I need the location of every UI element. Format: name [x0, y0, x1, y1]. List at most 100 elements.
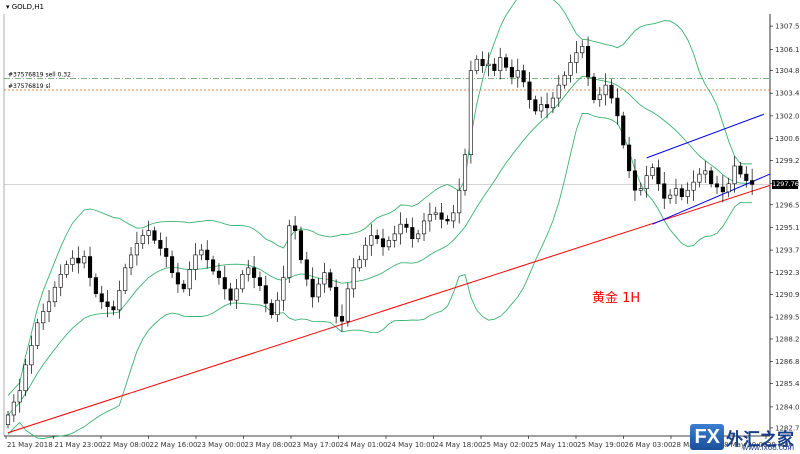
candle-body — [5, 414, 11, 425]
candle-body — [240, 274, 245, 290]
candle-body — [638, 188, 643, 191]
x-tick-label: 24 May 18:00 — [435, 441, 483, 449]
x-tick-label: 22 May 08:00 — [102, 441, 150, 449]
candle-body — [193, 254, 198, 270]
candle-body — [257, 277, 263, 286]
candle-body — [322, 272, 327, 285]
candle-body — [111, 306, 116, 311]
candle-body — [609, 84, 614, 99]
candle-body — [351, 267, 356, 290]
y-tick-label: 1300.60 — [775, 135, 800, 143]
candle-body — [421, 220, 427, 235]
y-tick-label: 1292.30 — [775, 269, 800, 277]
candle-body — [574, 52, 579, 63]
candle-body — [433, 212, 438, 215]
candle-body — [134, 243, 139, 256]
candle-body — [375, 235, 380, 240]
candle-body — [738, 165, 743, 175]
candle-body — [298, 230, 304, 261]
candle-body — [486, 63, 491, 67]
candle-body — [304, 259, 309, 280]
x-tick-label: 22 May 16:00 — [150, 441, 198, 449]
candle-body — [275, 299, 280, 316]
x-tick-label: 28 May 20:00 — [720, 441, 768, 449]
price-axis: 1307.55 1306.10 1304.80 1303.40 1302.00 1300.… — [770, 23, 800, 432]
candle-body — [263, 285, 268, 304]
candle-body — [228, 288, 233, 301]
candle-body — [175, 272, 180, 285]
candle-body — [29, 345, 34, 366]
x-tick-label: 21 May 23:00 — [55, 441, 103, 449]
symbol-title: ▾ GOLD,H1 — [6, 3, 44, 11]
candle-body — [328, 272, 333, 288]
candle-body — [281, 277, 286, 301]
candle-body — [23, 364, 28, 392]
candle-body — [615, 97, 620, 117]
candle-body — [369, 235, 374, 246]
candle-body — [252, 267, 257, 278]
candle-body — [603, 84, 608, 96]
candle-body — [99, 293, 104, 303]
candle-body — [457, 189, 462, 214]
y-tick-label: 1302.00 — [775, 112, 800, 120]
candle-body — [11, 401, 16, 416]
candle-body — [714, 183, 720, 188]
candle-body — [123, 267, 128, 291]
y-tick-label: 1284.00 — [775, 403, 800, 411]
order-line-label: #37576819 sl — [8, 83, 51, 90]
candle-body — [293, 225, 298, 231]
candle-body — [632, 170, 638, 191]
candle-body — [627, 144, 632, 172]
x-tick-label: 26 May 03:00 — [625, 441, 673, 449]
candle-body — [87, 256, 93, 278]
x-tick-label: 25 May 11:00 — [530, 441, 578, 449]
candle-body — [668, 194, 673, 199]
candle-body — [621, 115, 626, 146]
candle-body — [709, 170, 714, 185]
candle-body — [503, 57, 509, 68]
plot-background — [4, 14, 770, 436]
candle-body — [140, 235, 145, 244]
candle-body — [187, 269, 192, 290]
candle-body — [410, 227, 415, 240]
candle-body — [468, 70, 473, 155]
y-tick-label: 1286.80 — [775, 358, 800, 366]
candle-body — [586, 46, 591, 78]
y-tick-label: 1285.45 — [775, 380, 800, 388]
y-tick-label: 1304.80 — [775, 67, 800, 75]
candle-body — [515, 70, 520, 78]
candle-body — [656, 167, 661, 185]
candle-body — [439, 212, 444, 220]
x-tick-label: 24 May 01:00 — [340, 441, 388, 449]
x-tick-label: 25 May 19:00 — [577, 441, 625, 449]
candle-body — [451, 212, 456, 222]
candle-body — [562, 75, 567, 86]
x-tick-label: 24 May 10:00 — [387, 441, 435, 449]
candle-body — [46, 301, 52, 312]
candle-body — [211, 259, 216, 272]
y-tick-label: 1306.10 — [775, 46, 800, 54]
y-tick-label: 1295.10 — [775, 224, 800, 232]
candle-body — [386, 240, 391, 248]
trendline-support — [7, 184, 771, 434]
candle-body — [269, 303, 274, 316]
candle-body — [750, 180, 755, 185]
candle-body — [398, 223, 403, 235]
candle-body — [732, 165, 737, 185]
candle-body — [474, 58, 479, 71]
candle-body — [392, 233, 397, 241]
annotation-label: 黄金 1H — [592, 290, 640, 306]
bollinger-middle — [7, 75, 753, 416]
candle-body — [726, 183, 731, 193]
y-tick-label: 1282.70 — [775, 424, 800, 432]
candle-body — [357, 259, 362, 269]
candle-body — [128, 254, 134, 269]
candle-body — [181, 283, 186, 290]
candle-body — [82, 256, 87, 264]
candle-body — [117, 290, 122, 311]
candle-body — [164, 248, 169, 257]
candle-body — [591, 76, 596, 100]
logo-url: www.fx68.com — [742, 443, 794, 452]
candle-body — [334, 286, 339, 317]
